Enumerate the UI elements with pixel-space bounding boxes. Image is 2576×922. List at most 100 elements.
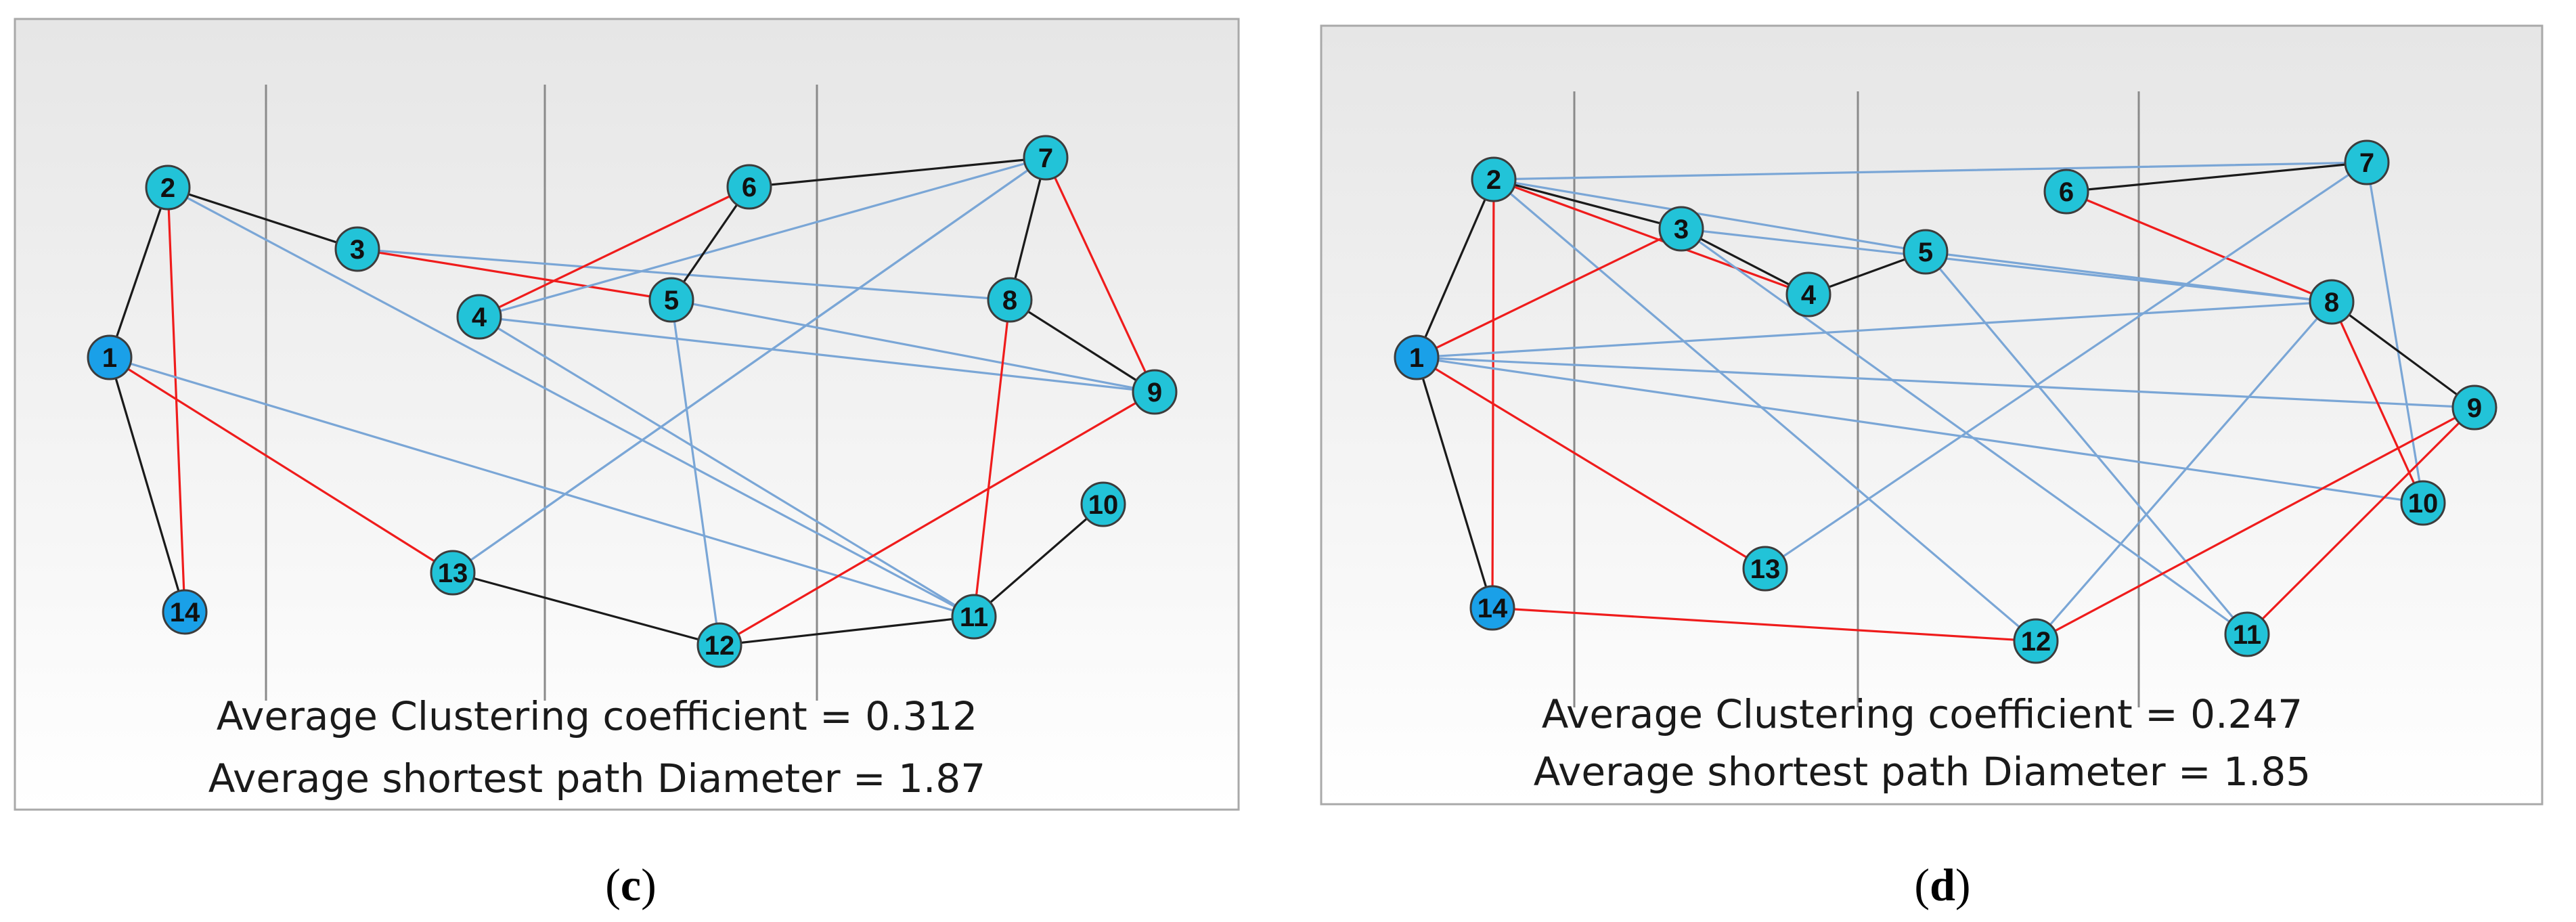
node-4: 4 <box>1785 271 1831 317</box>
node-label: 1 <box>102 343 117 373</box>
edge-9-12 <box>718 391 1156 646</box>
edge-7-9 <box>1044 156 1156 393</box>
node-14: 14 <box>162 589 208 635</box>
edge-9-11 <box>2246 406 2476 636</box>
edge-1-13 <box>1415 356 1767 570</box>
node-11: 11 <box>2224 611 2270 657</box>
edge-3-4 <box>1680 227 1810 296</box>
edge-8-12 <box>2035 301 2333 642</box>
node-10: 10 <box>1080 481 1126 527</box>
edge-6-7 <box>2065 161 2368 193</box>
panel-c-caption-letter: c <box>621 859 641 910</box>
edge-7-13 <box>1764 161 2368 570</box>
edge-4-11 <box>478 315 975 618</box>
node-label: 13 <box>1750 554 1781 584</box>
node-label: 2 <box>1486 165 1501 195</box>
node-3: 3 <box>334 226 380 272</box>
node-12: 12 <box>696 622 742 668</box>
edge-5-6 <box>670 185 751 301</box>
node-label: 8 <box>1002 286 1017 315</box>
node-label: 11 <box>960 602 988 632</box>
node-circle <box>162 589 208 635</box>
node-14: 14 <box>1469 585 1515 631</box>
edge-1-3 <box>1415 227 1683 359</box>
node-circle <box>1023 135 1069 181</box>
edge-4-6 <box>478 185 751 318</box>
node-11: 11 <box>951 594 997 640</box>
node-circle <box>2224 611 2270 657</box>
node-6: 6 <box>2043 169 2089 215</box>
node-circle <box>1080 481 1126 527</box>
edge-1-10 <box>1415 356 2424 504</box>
node-7: 7 <box>1023 135 1069 181</box>
node-circle <box>1658 206 1704 252</box>
node-label: 4 <box>1801 280 1817 310</box>
node-10: 10 <box>2400 480 2446 526</box>
node-circle <box>726 164 772 210</box>
node-2: 2 <box>1471 156 1517 202</box>
node-circle <box>430 550 476 596</box>
edge-5-9 <box>670 299 1156 393</box>
edge-2-5 <box>1492 178 1927 253</box>
node-3: 3 <box>1658 206 1704 252</box>
edge-2-7 <box>1492 161 2368 181</box>
node-label: 14 <box>170 598 200 628</box>
node-7: 7 <box>2344 139 2390 185</box>
node-label: 1 <box>1409 343 1424 373</box>
node-label: 3 <box>1674 215 1689 244</box>
node-12: 12 <box>2013 618 2059 664</box>
edge-13-7 <box>451 156 1047 574</box>
node-circle <box>1132 369 1178 415</box>
edge-1-8 <box>1415 301 2333 359</box>
node-label: 8 <box>2324 288 2339 317</box>
node-circle <box>2013 618 2059 664</box>
node-circle <box>648 277 694 323</box>
edge-2-3 <box>166 186 359 250</box>
edge-7-10 <box>2366 161 2424 504</box>
edge-8-9 <box>1008 299 1156 393</box>
edge-2-4 <box>1492 178 1810 296</box>
node-circle <box>334 226 380 272</box>
node-label: 6 <box>742 173 757 202</box>
node-label: 10 <box>2408 489 2439 519</box>
node-label: 11 <box>2233 620 2261 650</box>
edge-5-11 <box>1924 250 2248 636</box>
edge-1-2 <box>108 186 169 359</box>
node-circle <box>145 164 191 211</box>
node-label: 2 <box>160 173 175 203</box>
panel-d-shortest-path-stat: Average shortest path Diameter = 1.85 <box>1534 749 2311 795</box>
panel-c-caption: (c) <box>605 859 657 910</box>
edge-1-14 <box>108 356 186 613</box>
edge-8-11 <box>973 299 1011 618</box>
node-circle <box>1394 334 1440 380</box>
node-circle <box>1785 271 1831 317</box>
node-circle <box>2043 169 2089 215</box>
node-label: 9 <box>1147 378 1162 408</box>
node-1: 1 <box>87 334 133 380</box>
node-circle <box>1471 156 1517 202</box>
node-circle <box>696 622 742 668</box>
edge-3-8 <box>1680 227 2333 303</box>
node-label: 12 <box>705 631 735 661</box>
node-label: 3 <box>350 235 365 265</box>
node-6: 6 <box>726 164 772 210</box>
edge-6-8 <box>2065 190 2333 303</box>
edge-1-14 <box>1415 356 1494 609</box>
node-circle <box>2344 139 2390 185</box>
edge-6-7 <box>748 156 1047 188</box>
edge-3-8 <box>356 248 1011 301</box>
edge-7-8 <box>1008 156 1047 301</box>
edge-1-13 <box>108 356 454 574</box>
node-circle <box>2451 385 2497 431</box>
panel-d-clustering-stat: Average Clustering coefficient = 0.247 <box>1542 691 2303 737</box>
node-label: 4 <box>472 303 487 332</box>
panel-d-caption-letter: d <box>1930 859 1955 910</box>
node-circle <box>87 334 133 380</box>
panel-d-caption: (d) <box>1914 859 1970 910</box>
node-circle <box>2309 279 2355 325</box>
edge-2-11 <box>166 186 975 618</box>
node-circle <box>987 277 1033 323</box>
